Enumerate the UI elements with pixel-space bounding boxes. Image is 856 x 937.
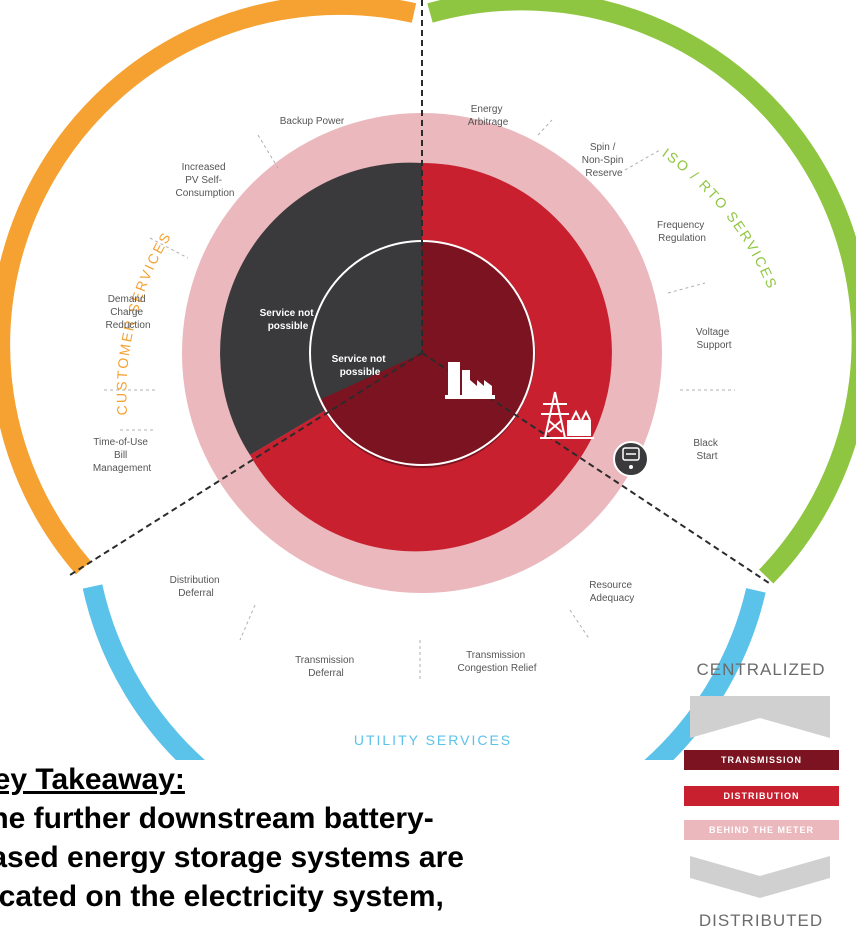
customer-services-ring bbox=[0, 0, 417, 575]
service-transmission-congestion-relief: Transmission Congestion Relief bbox=[458, 650, 537, 674]
service-not-possible-inner-label: Service not possible bbox=[332, 354, 389, 378]
transmission-zone bbox=[319, 240, 536, 469]
transmission-tower-icon bbox=[540, 391, 594, 439]
service-transmission-deferral: Transmission Deferral bbox=[295, 655, 357, 679]
key-takeaway-line-2: based energy storage systems are bbox=[0, 841, 464, 874]
service-backup-power: Backup Power bbox=[280, 116, 345, 127]
service-time-of-use-bill-management: Time-of-Use Bill Management bbox=[93, 437, 152, 474]
key-takeaway-line-3: located on the electricity system, bbox=[0, 880, 444, 913]
service-spin-non-spin-reserve: Spin / Non-Spin Reserve bbox=[582, 142, 626, 179]
legend-behind-the-meter: BEHIND THE METER bbox=[684, 820, 839, 840]
service-pv-self-consumption: Increased PV Self- Consumption bbox=[176, 162, 235, 199]
iso-rto-services-ring bbox=[427, 0, 856, 584]
services-wheel-diagram: CUSTOMER SERVICES ISO / RTO SERVICES UTI… bbox=[0, 0, 856, 760]
meter-icon bbox=[613, 441, 649, 477]
service-not-possible-outer-label: Service not possible bbox=[260, 308, 317, 332]
legend-chevron-bottom bbox=[690, 856, 830, 898]
legend-distributed-label: DISTRIBUTED bbox=[698, 911, 824, 930]
service-frequency-regulation: Frequency Regulation bbox=[657, 220, 707, 244]
service-demand-charge-reduction: Demand Charge Reduction bbox=[105, 294, 150, 331]
service-separators bbox=[104, 119, 735, 680]
service-black-start: Black Start bbox=[693, 438, 720, 462]
power-plant-icon bbox=[445, 362, 495, 399]
legend-distribution: DISTRIBUTION bbox=[684, 786, 839, 806]
service-distribution-deferral: Distribution Deferral bbox=[170, 575, 223, 599]
service-resource-adequacy: Resource Adequacy bbox=[589, 580, 635, 604]
iso-rto-services-label: ISO / RTO SERVICES bbox=[660, 145, 781, 292]
key-takeaway: Key Takeaway: The further downstream bat… bbox=[0, 760, 672, 916]
service-energy-arbitrage: Energy Arbitrage bbox=[468, 104, 509, 128]
utility-services-label: UTILITY SERVICES bbox=[354, 732, 512, 748]
legend-transmission: TRANSMISSION bbox=[684, 750, 839, 770]
grid-position-legend: CENTRALIZED TRANSMISSION DISTRIBUTION BE… bbox=[676, 660, 846, 930]
legend-centralized-label: CENTRALIZED bbox=[696, 660, 826, 679]
key-takeaway-line-1: The further downstream battery- bbox=[0, 802, 434, 835]
legend-chevron-top bbox=[690, 696, 830, 738]
key-takeaway-heading: Key Takeaway: bbox=[0, 763, 185, 796]
service-voltage-support: Voltage Support bbox=[696, 327, 732, 351]
